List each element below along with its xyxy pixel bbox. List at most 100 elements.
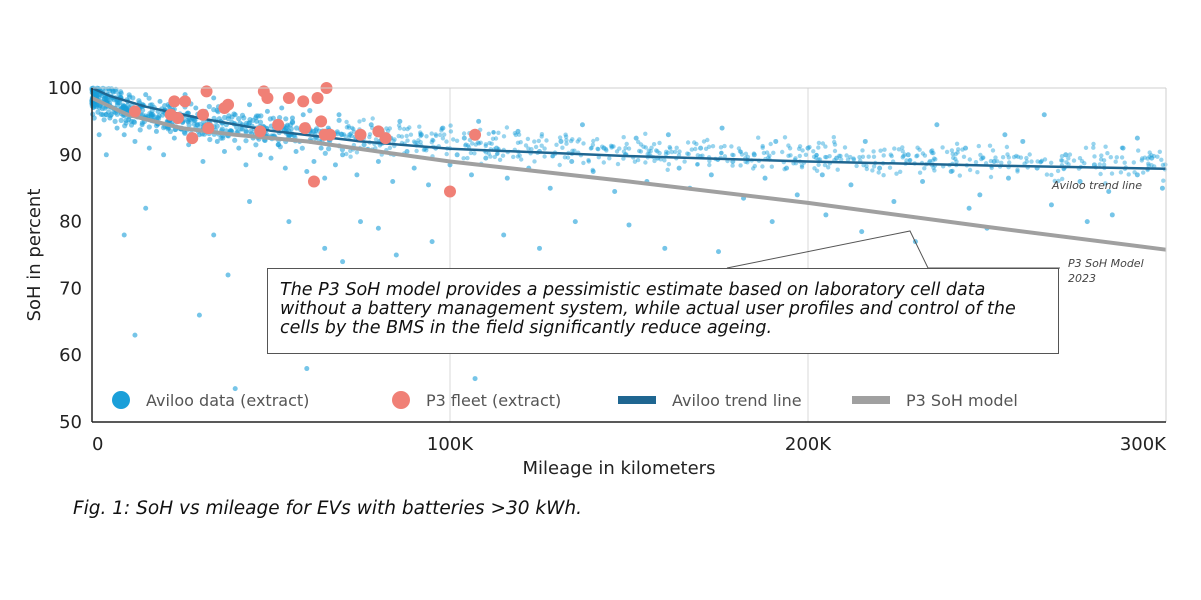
aviloo-trend-line bbox=[91, 86, 1167, 171]
aviloo-cloud-point bbox=[638, 142, 644, 147]
aviloo-cloud-point bbox=[799, 163, 805, 168]
aviloo-cloud-point bbox=[624, 141, 629, 147]
aviloo-cloud-point bbox=[146, 95, 152, 101]
aviloo-point bbox=[626, 222, 632, 228]
aviloo-cloud-point bbox=[1007, 160, 1012, 165]
aviloo-cloud-point bbox=[676, 152, 682, 158]
aviloo-cloud-point bbox=[860, 148, 865, 153]
aviloo-cloud-point bbox=[944, 149, 950, 155]
aviloo-point bbox=[132, 332, 138, 338]
aviloo-cloud-point bbox=[700, 153, 705, 158]
aviloo-cloud-point bbox=[1108, 155, 1114, 160]
aviloo-cloud-point bbox=[1109, 171, 1115, 176]
aviloo-cloud-point bbox=[518, 140, 523, 145]
aviloo-point bbox=[558, 138, 564, 144]
figure-caption: Fig. 1: SoH vs mileage for EVs with batt… bbox=[73, 498, 582, 519]
aviloo-point bbox=[332, 162, 338, 168]
aviloo-cloud-point bbox=[1157, 149, 1163, 154]
aviloo-point bbox=[94, 102, 100, 108]
aviloo-cloud-point bbox=[889, 153, 894, 159]
aviloo-point bbox=[1048, 202, 1054, 208]
y-tick-label: 50 bbox=[59, 412, 82, 433]
aviloo-point bbox=[103, 152, 109, 158]
aviloo-cloud-point bbox=[1142, 155, 1148, 160]
aviloo-cloud-point bbox=[901, 153, 906, 159]
aviloo-cloud-point bbox=[864, 163, 869, 169]
p3-fleet-point bbox=[299, 122, 312, 135]
aviloo-cloud-point bbox=[367, 132, 373, 137]
aviloo-cloud-point bbox=[933, 157, 938, 162]
aviloo-cloud-point bbox=[908, 157, 913, 163]
aviloo-cloud-point bbox=[1060, 176, 1065, 182]
aviloo-cloud-point bbox=[1114, 155, 1120, 160]
aviloo-cloud-point bbox=[771, 150, 776, 155]
aviloo-cloud-point bbox=[799, 165, 805, 170]
aviloo-cloud-point bbox=[866, 154, 871, 159]
aviloo-cloud-point bbox=[431, 138, 436, 143]
aviloo-cloud-point bbox=[881, 153, 886, 158]
aviloo-cloud-point bbox=[870, 168, 875, 173]
aviloo-cloud-point bbox=[730, 152, 735, 157]
aviloo-cloud-point bbox=[769, 164, 774, 169]
aviloo-cloud-point bbox=[823, 154, 828, 160]
aviloo-cloud-point bbox=[206, 103, 212, 110]
aviloo-point bbox=[150, 112, 156, 118]
aviloo-cloud-point bbox=[643, 145, 648, 150]
aviloo-point bbox=[157, 98, 163, 104]
aviloo-cloud-point bbox=[489, 141, 494, 146]
aviloo-cloud-point bbox=[950, 151, 955, 157]
aviloo-cloud-point bbox=[739, 152, 745, 157]
aviloo-cloud-point bbox=[588, 146, 594, 151]
aviloo-cloud-point bbox=[483, 142, 488, 147]
aviloo-cloud-point bbox=[594, 137, 600, 142]
aviloo-cloud-point bbox=[1097, 162, 1103, 167]
aviloo-cloud-point bbox=[665, 167, 670, 172]
aviloo-cloud-point bbox=[350, 125, 355, 131]
aviloo-point bbox=[243, 162, 249, 168]
aviloo-point bbox=[429, 239, 435, 245]
aviloo-cloud-point bbox=[930, 158, 935, 163]
aviloo-cloud-point bbox=[137, 127, 143, 133]
aviloo-point bbox=[418, 132, 424, 138]
aviloo-cloud-point bbox=[565, 155, 571, 160]
aviloo-cloud-point bbox=[523, 143, 529, 148]
aviloo-cloud-point bbox=[814, 168, 820, 173]
aviloo-cloud-point bbox=[796, 146, 802, 151]
legend-p3-model-swatch bbox=[852, 396, 890, 404]
aviloo-cloud-point bbox=[109, 86, 115, 92]
aviloo-cloud-point bbox=[472, 151, 477, 156]
aviloo-cloud-point bbox=[615, 161, 621, 167]
aviloo-cloud-point bbox=[931, 150, 936, 156]
aviloo-cloud-point bbox=[1145, 156, 1151, 161]
aviloo-point bbox=[572, 219, 578, 225]
aviloo-point bbox=[834, 155, 840, 161]
aviloo-cloud-point bbox=[496, 130, 501, 135]
aviloo-cloud-point bbox=[1052, 178, 1058, 184]
aviloo-cloud-point bbox=[668, 146, 673, 151]
aviloo-cloud-point bbox=[685, 151, 690, 156]
aviloo-cloud-point bbox=[444, 139, 449, 144]
aviloo-point bbox=[1005, 175, 1011, 181]
aviloo-cloud-point bbox=[572, 148, 577, 153]
aviloo-cloud-point bbox=[797, 144, 803, 149]
aviloo-cloud-point bbox=[1149, 163, 1154, 168]
aviloo-cloud-point bbox=[1146, 163, 1151, 168]
aviloo-cloud-point bbox=[429, 140, 434, 145]
p3-fleet-point bbox=[307, 175, 320, 188]
aviloo-cloud-point bbox=[839, 157, 844, 162]
aviloo-cloud-point bbox=[525, 136, 531, 142]
aviloo-cloud-point bbox=[981, 155, 986, 160]
aviloo-cloud-point bbox=[719, 150, 724, 155]
aviloo-cloud-point bbox=[667, 144, 672, 150]
aviloo-cloud-point bbox=[1103, 181, 1108, 186]
aviloo-cloud-point bbox=[663, 151, 669, 157]
aviloo-cloud-point bbox=[871, 164, 877, 169]
x-tick-label: 200K bbox=[785, 434, 832, 455]
aviloo-cloud-point bbox=[519, 157, 524, 162]
aviloo-cloud-point bbox=[392, 137, 397, 142]
aviloo-cloud-point bbox=[1163, 162, 1168, 167]
aviloo-cloud-point bbox=[987, 143, 993, 148]
aviloo-point bbox=[823, 212, 829, 218]
aviloo-cloud-point bbox=[430, 137, 435, 143]
aviloo-cloud-point bbox=[307, 108, 313, 114]
